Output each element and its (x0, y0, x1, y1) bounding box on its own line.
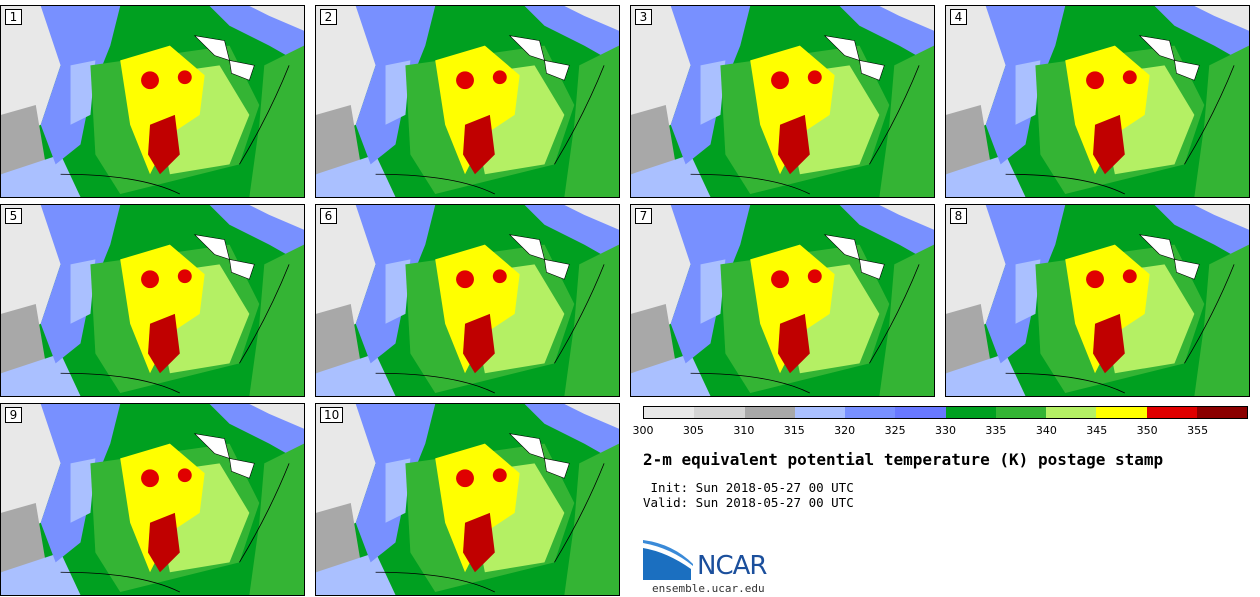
panel-number: 3 (635, 9, 652, 25)
map-panel: 6 (315, 204, 620, 397)
colorbar-tick-label: 325 (884, 424, 906, 437)
colorbar-tick-label: 335 (985, 424, 1007, 437)
map-panel: 7 (630, 204, 935, 397)
panel-number: 2 (320, 9, 337, 25)
ncar-logo-text: NCAR (697, 551, 767, 581)
colorbar-tick-label: 345 (1086, 424, 1108, 437)
colorbar-tick-label: 310 (733, 424, 755, 437)
panel-number: 10 (320, 407, 344, 423)
colorbar-tick-label: 330 (935, 424, 956, 437)
panel-number: 5 (5, 208, 22, 224)
panel-number: 8 (950, 208, 967, 224)
map-panel: 2 (315, 5, 620, 198)
colorbar-tick-label: 300 (632, 424, 654, 437)
colorbar-segment (744, 407, 795, 418)
panel-number: 4 (950, 9, 967, 25)
colorbar-tick-label: 355 (1187, 424, 1209, 437)
colorbar-segment (995, 407, 1046, 418)
colorbar-segment (1196, 407, 1247, 418)
colorbar-segment (794, 407, 845, 418)
colorbar-tick-label: 305 (682, 424, 704, 437)
map-panel: 5 (0, 204, 305, 397)
colorbar-segment (895, 407, 946, 418)
colorbar-segment (644, 407, 695, 418)
colorbar-segment (1096, 407, 1147, 418)
colorbar-segment (1146, 407, 1197, 418)
map-panel: 9 (0, 403, 305, 596)
colorbar-segment (945, 407, 996, 418)
site-url: ensemble.ucar.edu (652, 582, 765, 595)
colorbar-tick-label: 350 (1136, 424, 1158, 437)
panel-number: 7 (635, 208, 652, 224)
colorbar-tick-label: 340 (1035, 424, 1057, 437)
valid-time: Valid: Sun 2018-05-27 00 UTC (643, 495, 854, 510)
panel-number: 9 (5, 407, 22, 423)
map-panel: 4 (945, 5, 1250, 198)
panel-number: 1 (5, 9, 22, 25)
colorbar-segment (1046, 407, 1097, 418)
colorbar-tick-label: 315 (783, 424, 805, 437)
ncar-logo-icon (643, 540, 693, 580)
panel-number: 6 (320, 208, 337, 224)
init-time: Init: Sun 2018-05-27 00 UTC (643, 480, 854, 495)
map-panel: 1 (0, 5, 305, 198)
map-panel: 10 (315, 403, 620, 596)
colorbar-segment (845, 407, 896, 418)
colorbar-tick-label: 320 (834, 424, 856, 437)
colorbar (643, 406, 1248, 419)
map-panel: 8 (945, 204, 1250, 397)
chart-title: 2-m equivalent potential temperature (K)… (643, 450, 1164, 469)
colorbar-segment (694, 407, 745, 418)
map-panel: 3 (630, 5, 935, 198)
